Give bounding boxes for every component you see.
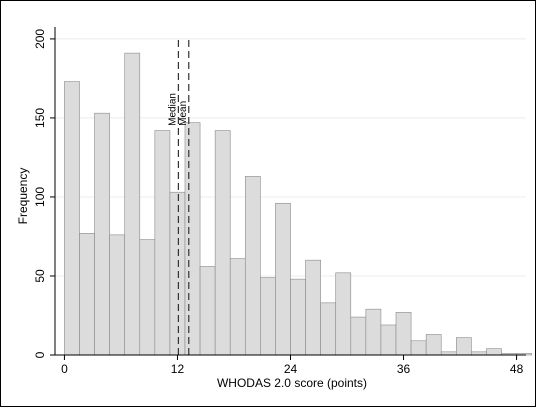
- histogram-bar: [124, 52, 141, 356]
- histogram-bar: [365, 308, 382, 356]
- x-tick-label: 12: [171, 362, 185, 376]
- y-tick-label: 100: [33, 187, 47, 207]
- histogram-bar: [410, 340, 427, 356]
- y-tick-label: 200: [33, 29, 47, 49]
- y-axis-title: Frequency: [16, 168, 30, 225]
- histogram-bar: [199, 266, 216, 356]
- histogram-bar: [320, 302, 337, 356]
- x-tick-label: 48: [510, 362, 524, 376]
- histogram-bar: [229, 258, 246, 356]
- y-tick-label: 50: [33, 269, 47, 283]
- histogram-bar: [94, 112, 110, 356]
- histogram-bar: [290, 278, 306, 356]
- x-tick-label: 0: [61, 362, 68, 376]
- histogram-bar: [109, 234, 126, 356]
- y-tick-label: 0: [33, 351, 47, 358]
- histogram-bar: [275, 202, 291, 356]
- histogram-bar: [244, 176, 261, 356]
- histogram-bar: [214, 130, 231, 356]
- histogram-bar: [335, 272, 352, 356]
- reference-line-label: Median: [167, 93, 178, 126]
- histogram-bar: [64, 81, 80, 356]
- x-tick-label: 24: [284, 362, 298, 376]
- reference-lines: Median Mean: [167, 40, 190, 355]
- histogram-bar: [425, 334, 442, 356]
- histogram-bar: [139, 239, 156, 356]
- histogram-bar: [486, 348, 502, 356]
- histogram-bar: [79, 233, 95, 356]
- histogram-bars: [64, 52, 532, 356]
- histogram-bar: [184, 122, 201, 356]
- histogram-bar: [395, 312, 412, 356]
- y-tick-label: 150: [33, 108, 47, 128]
- histogram-bar: [154, 130, 171, 356]
- tick-labels: 0 50 100 150 200 0 12 24 36 48: [33, 29, 524, 376]
- histogram-bar: [260, 277, 276, 356]
- x-axis-title: WHODAS 2.0 score (points): [217, 376, 367, 390]
- reference-line-label: Mean: [178, 101, 189, 126]
- histogram-bar: [350, 316, 367, 356]
- histogram-bar: [455, 337, 472, 356]
- x-tick-label: 36: [397, 362, 411, 376]
- histogram-bar: [380, 324, 397, 356]
- histogram-bar: [305, 259, 321, 356]
- histogram-bar: [169, 191, 186, 356]
